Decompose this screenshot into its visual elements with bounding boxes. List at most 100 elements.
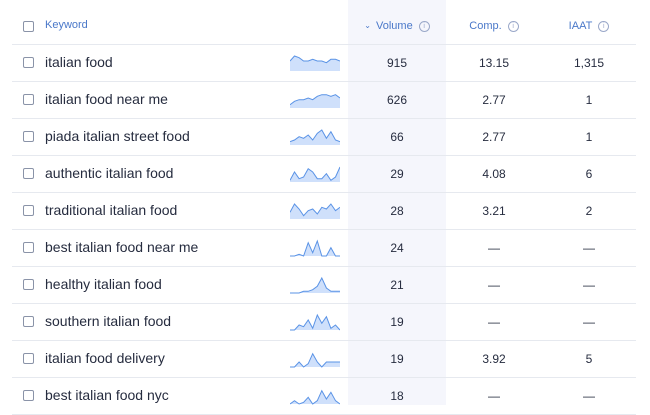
sparkline-line: [290, 352, 340, 368]
sparkline-area: [290, 390, 340, 404]
comp-value: 13.15: [478, 56, 510, 70]
sparkline-area: [290, 167, 340, 182]
comp-value: —: [488, 315, 500, 329]
sparkline-area: [290, 278, 340, 293]
volume-value: 626: [386, 93, 408, 107]
info-icon[interactable]: i: [507, 21, 519, 32]
table-row[interactable]: authentic italian food 29 4.08 6: [12, 156, 636, 193]
sparkline-area: [290, 56, 340, 71]
sparkline-line: [290, 55, 340, 64]
row-checkbox[interactable]: [23, 316, 34, 327]
volume-column-highlight: [348, 0, 446, 405]
table-header: Keyword ⌄ Volume i Comp. i IAAT i: [12, 8, 636, 45]
volume-value: 19: [390, 315, 404, 329]
keyword-link[interactable]: traditional italian food: [45, 202, 178, 218]
iaat-value: —: [583, 315, 595, 329]
table-row[interactable]: best italian food near me 24 — —: [12, 230, 636, 267]
trend-sparkline: [290, 166, 340, 182]
keyword-link[interactable]: authentic italian food: [45, 165, 174, 181]
comp-value: 3.92: [482, 352, 506, 366]
table-body: italian food 915 13.15 1,315 italian food ne…: [12, 45, 636, 415]
row-checkbox[interactable]: [23, 279, 34, 290]
trend-sparkline: [290, 313, 340, 331]
iaat-value: —: [583, 278, 595, 292]
comp-value: 4.08: [482, 167, 506, 181]
comp-value: —: [488, 389, 500, 403]
row-checkbox[interactable]: [23, 390, 34, 401]
volume-value: 24: [390, 241, 404, 255]
iaat-value: —: [583, 389, 595, 403]
trend-sparkline: [290, 55, 340, 71]
sparkline-area: [290, 241, 340, 256]
trend-sparkline: [290, 203, 340, 219]
table-row[interactable]: traditional italian food 28 3.21 2: [12, 193, 636, 230]
volume-value: 21: [390, 278, 404, 292]
comp-value: —: [488, 278, 500, 292]
sparkline-line: [290, 276, 340, 294]
row-checkbox[interactable]: [23, 94, 34, 105]
keyword-link[interactable]: piada italian street food: [45, 128, 190, 144]
sparkline-line: [290, 389, 340, 405]
sparkline-line: [290, 313, 340, 331]
select-all-checkbox[interactable]: [23, 21, 34, 32]
row-checkbox[interactable]: [23, 57, 34, 68]
keyword-link[interactable]: southern italian food: [45, 313, 172, 329]
iaat-value: 1: [585, 93, 593, 107]
comp-value: 2.77: [482, 93, 506, 107]
comp-column-header[interactable]: Comp. i: [446, 20, 542, 32]
iaat-value: —: [583, 241, 595, 255]
table-row[interactable]: italian food 915 13.15 1,315: [12, 45, 636, 82]
comp-value: —: [488, 241, 500, 255]
volume-value: 19: [390, 352, 404, 366]
info-icon[interactable]: i: [418, 21, 430, 32]
keyword-link[interactable]: healthy italian food: [45, 276, 162, 292]
sparkline-line: [290, 239, 340, 257]
row-checkbox[interactable]: [23, 205, 34, 216]
keyword-link[interactable]: italian food delivery: [45, 350, 165, 366]
trend-sparkline: [290, 352, 340, 368]
trend-sparkline: [290, 276, 340, 294]
iaat-value: 5: [585, 352, 593, 366]
row-checkbox[interactable]: [23, 242, 34, 253]
volume-value: 915: [386, 56, 408, 70]
trend-sparkline: [290, 239, 340, 257]
row-checkbox[interactable]: [23, 131, 34, 142]
volume-value: 66: [390, 130, 404, 144]
row-checkbox[interactable]: [23, 353, 34, 364]
table-row[interactable]: italian food delivery 19 3.92 5: [12, 341, 636, 378]
trend-sparkline: [290, 129, 340, 145]
sparkline-line: [290, 203, 340, 217]
sparkline-line: [290, 129, 340, 143]
table-row[interactable]: italian food near me 626 2.77 1: [12, 82, 636, 119]
chevron-down-icon: ⌄: [364, 21, 371, 30]
table-row[interactable]: best italian food nyc 18 — —: [12, 378, 636, 415]
sparkline-line: [290, 94, 340, 106]
trend-sparkline: [290, 389, 340, 405]
iaat-value: 2: [585, 204, 593, 218]
table-row[interactable]: healthy italian food 21 — —: [12, 267, 636, 304]
keyword-link[interactable]: italian food: [45, 54, 113, 70]
sparkline-line: [290, 166, 340, 182]
keyword-link[interactable]: best italian food nyc: [45, 387, 169, 403]
trend-sparkline: [290, 94, 340, 108]
volume-column-header[interactable]: ⌄ Volume i: [348, 20, 446, 32]
keyword-column-header[interactable]: Keyword: [45, 19, 88, 31]
table-row[interactable]: piada italian street food 66 2.77 1: [12, 119, 636, 156]
iaat-value: 1: [585, 130, 593, 144]
iaat-value: 1,315: [573, 56, 605, 70]
keywords-table: Keyword ⌄ Volume i Comp. i IAAT i italian fo…: [12, 8, 636, 415]
keyword-link[interactable]: best italian food near me: [45, 239, 199, 255]
iaat-value: 6: [585, 167, 593, 181]
volume-value: 28: [390, 204, 404, 218]
sparkline-area: [290, 94, 340, 108]
volume-value: 29: [390, 167, 404, 181]
iaat-column-header[interactable]: IAAT i: [542, 20, 636, 32]
row-checkbox[interactable]: [23, 168, 34, 179]
volume-value: 18: [390, 389, 404, 403]
keyword-link[interactable]: italian food near me: [45, 91, 168, 107]
info-icon[interactable]: i: [598, 21, 610, 32]
table-row[interactable]: southern italian food 19 — —: [12, 304, 636, 341]
comp-value: 3.21: [482, 204, 506, 218]
sparkline-area: [290, 353, 340, 367]
comp-value: 2.77: [482, 130, 506, 144]
